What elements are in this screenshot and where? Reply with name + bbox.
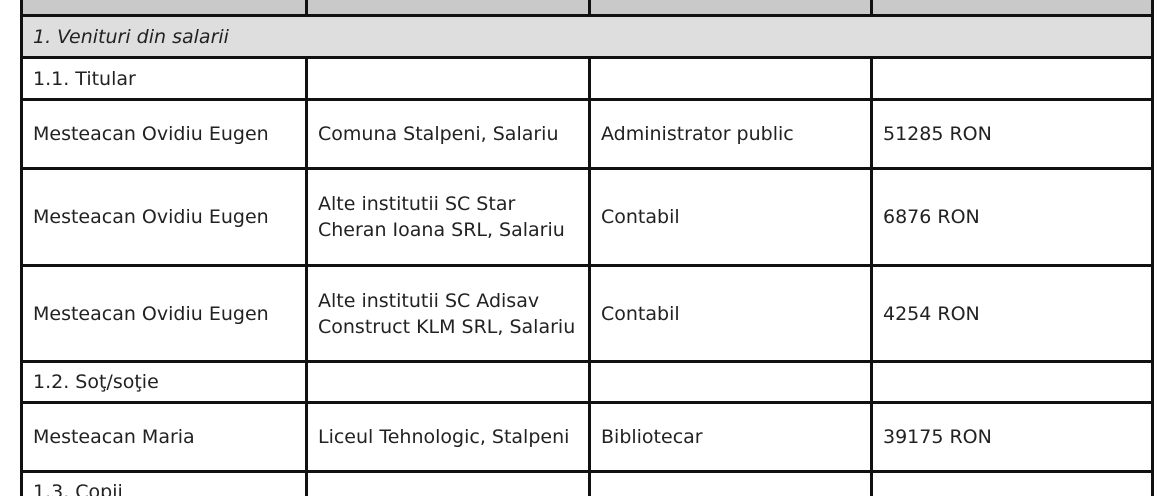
table-row: Mesteacan Ovidiu Eugen Alte institutii S…: [20, 264, 1154, 363]
source-cell: Alte institutii SC Star Cheran Ioana SRL…: [305, 167, 591, 267]
empty-cell: [588, 56, 873, 101]
table-row: Mesteacan Ovidiu Eugen Alte institutii S…: [20, 167, 1154, 267]
empty-cell: [870, 470, 1154, 496]
empty-cell: [588, 360, 873, 404]
service-cell: Contabil: [588, 167, 873, 267]
subsection-row: 1.3. Copii: [20, 470, 1154, 496]
name-cell: Mesteacan Maria: [20, 401, 308, 473]
header-cell: [870, 0, 1154, 17]
income-cell: 39175 RON: [870, 401, 1154, 473]
header-cell: [588, 0, 873, 17]
name-cell: Mesteacan Ovidiu Eugen: [20, 264, 308, 363]
name-cell: Mesteacan Ovidiu Eugen: [20, 98, 308, 170]
source-cell: Comuna Stalpeni, Salariu: [305, 98, 591, 170]
empty-cell: [870, 56, 1154, 101]
header-cell: [20, 0, 308, 17]
source-cell: Alte institutii SC Adisav Construct KLM …: [305, 264, 591, 363]
service-cell: Bibliotecar: [588, 401, 873, 473]
table-row: Mesteacan Ovidiu Eugen Comuna Stalpeni, …: [20, 98, 1154, 170]
empty-cell: [305, 56, 591, 101]
empty-cell: [588, 470, 873, 496]
service-cell: Administrator public: [588, 98, 873, 170]
header-cell: [305, 0, 591, 17]
subsection-row: 1.2. Soţ/soţie: [20, 360, 1154, 404]
empty-cell: [305, 470, 591, 496]
source-cell: Liceul Tehnologic, Stalpeni: [305, 401, 591, 473]
table-header-row: [20, 0, 1154, 17]
subsection-label: 1.2. Soţ/soţie: [20, 360, 308, 404]
table-row: Mesteacan Maria Liceul Tehnologic, Stalp…: [20, 401, 1154, 473]
income-cell: 51285 RON: [870, 98, 1154, 170]
subsection-label: 1.3. Copii: [20, 470, 308, 496]
section-row: 1. Venituri din salarii: [20, 14, 1154, 59]
name-cell: Mesteacan Ovidiu Eugen: [20, 167, 308, 267]
empty-cell: [305, 360, 591, 404]
section-title: 1. Venituri din salarii: [20, 14, 1154, 59]
service-cell: Contabil: [588, 264, 873, 363]
income-table: 1. Venituri din salarii 1.1. Titular Mes…: [20, 0, 1154, 496]
empty-cell: [870, 360, 1154, 404]
income-cell: 6876 RON: [870, 167, 1154, 267]
income-cell: 4254 RON: [870, 264, 1154, 363]
subsection-label: 1.1. Titular: [20, 56, 308, 101]
subsection-row: 1.1. Titular: [20, 56, 1154, 101]
